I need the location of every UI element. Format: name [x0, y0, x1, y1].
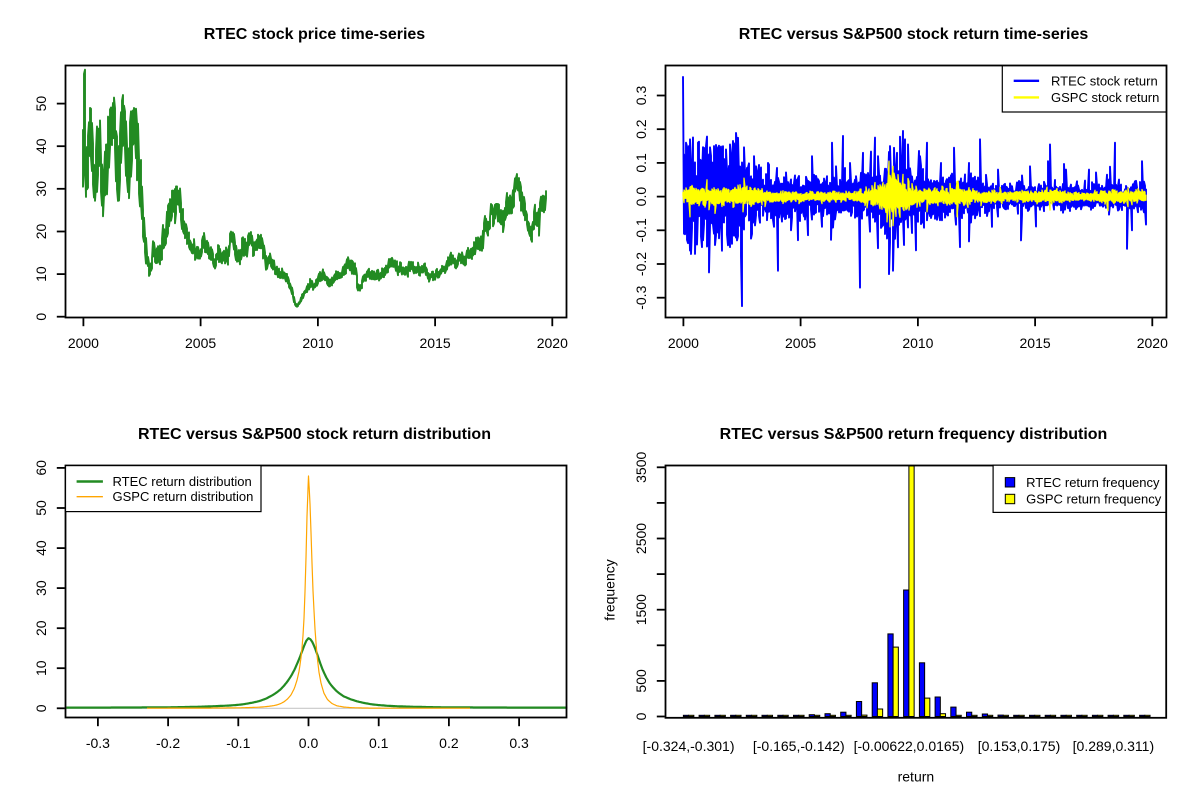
- svg-text:[0.289,0.311): [0.289,0.311): [1073, 738, 1154, 754]
- svg-text:0.2: 0.2: [439, 735, 459, 751]
- svg-text:2000: 2000: [668, 335, 699, 351]
- svg-text:0.0: 0.0: [299, 735, 319, 751]
- svg-text:2005: 2005: [785, 335, 816, 351]
- svg-text:RTEC versus S&P500 stock retur: RTEC versus S&P500 stock return time-ser…: [739, 26, 1089, 43]
- svg-text:-0.3: -0.3: [86, 735, 110, 751]
- svg-text:2010: 2010: [302, 335, 333, 351]
- svg-text:RTEC return frequency: RTEC return frequency: [1026, 475, 1160, 490]
- svg-text:-0.1: -0.1: [633, 218, 649, 242]
- svg-text:0: 0: [33, 313, 49, 321]
- svg-text:2020: 2020: [1137, 335, 1168, 351]
- svg-text:2000: 2000: [68, 335, 99, 351]
- svg-text:0.0: 0.0: [633, 187, 649, 207]
- svg-text:60: 60: [33, 460, 49, 476]
- svg-text:3500: 3500: [633, 452, 649, 483]
- svg-text:10: 10: [33, 660, 49, 676]
- svg-text:RTEC versus S&P500 stock retur: RTEC versus S&P500 stock return distribu…: [138, 426, 491, 443]
- svg-text:RTEC stock price time-series: RTEC stock price time-series: [204, 26, 426, 43]
- svg-text:RTEC stock return: RTEC stock return: [1051, 73, 1158, 88]
- svg-text:30: 30: [33, 580, 49, 596]
- svg-text:40: 40: [33, 138, 49, 154]
- svg-text:[-0.00622,0.0165): [-0.00622,0.0165): [854, 738, 965, 754]
- svg-text:2015: 2015: [420, 335, 451, 351]
- svg-text:0.3: 0.3: [633, 86, 649, 106]
- svg-text:0: 0: [33, 704, 49, 712]
- svg-text:0.2: 0.2: [633, 119, 649, 139]
- svg-text:0.1: 0.1: [369, 735, 389, 751]
- svg-text:50: 50: [33, 96, 49, 112]
- svg-text:-0.1: -0.1: [226, 735, 250, 751]
- svg-text:2500: 2500: [633, 523, 649, 554]
- svg-text:500: 500: [633, 669, 649, 693]
- svg-text:-0.3: -0.3: [633, 285, 649, 309]
- svg-text:GSPC return frequency: GSPC return frequency: [1026, 492, 1162, 507]
- svg-text:2005: 2005: [185, 335, 216, 351]
- svg-text:2010: 2010: [902, 335, 933, 351]
- svg-text:30: 30: [33, 181, 49, 197]
- svg-text:return: return: [898, 769, 935, 785]
- svg-text:50: 50: [33, 500, 49, 516]
- svg-text:RTEC return distribution: RTEC return distribution: [113, 474, 252, 489]
- svg-text:-0.2: -0.2: [633, 252, 649, 276]
- svg-text:[-0.165,-0.142): [-0.165,-0.142): [753, 738, 845, 754]
- svg-text:frequency: frequency: [602, 559, 618, 620]
- svg-text:20: 20: [33, 620, 49, 636]
- svg-text:[-0.324,-0.301): [-0.324,-0.301): [643, 738, 735, 754]
- svg-text:GSPC return distribution: GSPC return distribution: [113, 489, 254, 504]
- svg-text:0.1: 0.1: [633, 153, 649, 173]
- svg-text:-0.2: -0.2: [156, 735, 180, 751]
- svg-text:10: 10: [33, 266, 49, 282]
- svg-text:1500: 1500: [633, 594, 649, 625]
- svg-text:40: 40: [33, 540, 49, 556]
- svg-text:0.3: 0.3: [509, 735, 529, 751]
- svg-text:RTEC versus S&P500 return freq: RTEC versus S&P500 return frequency dist…: [720, 426, 1108, 443]
- svg-text:0: 0: [633, 712, 649, 720]
- svg-text:2020: 2020: [537, 335, 568, 351]
- svg-text:GSPC stock return: GSPC stock return: [1051, 90, 1159, 105]
- svg-text:2015: 2015: [1020, 335, 1051, 351]
- svg-text:[0.153,0.175): [0.153,0.175): [978, 738, 1061, 754]
- svg-text:20: 20: [33, 224, 49, 240]
